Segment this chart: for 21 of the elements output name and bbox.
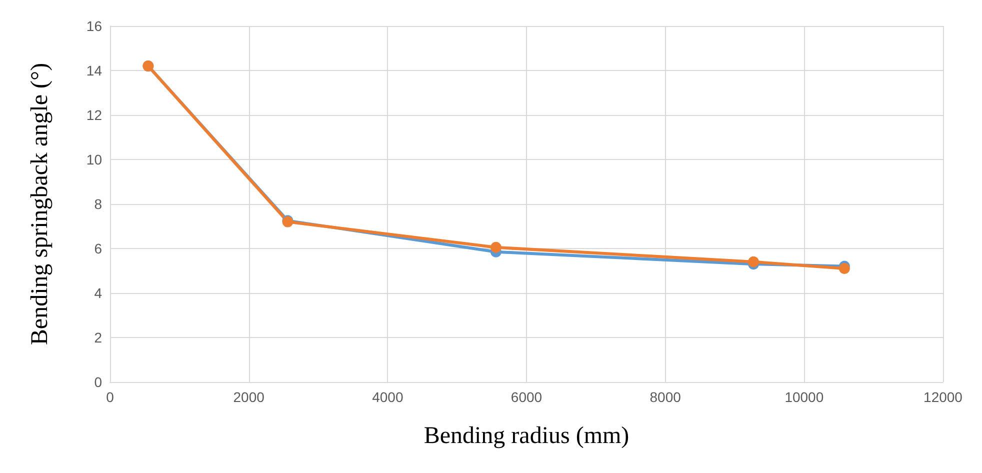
x-tick-label: 8000 [650,389,682,405]
x-tick-label: 0 [106,389,114,405]
y-axis-title: Bending springback angle (°) [27,62,53,346]
x-tick-label: 12000 [924,389,963,405]
y-tick-label: 2 [94,330,102,346]
y-tick-label: 16 [86,18,102,34]
y-tick-label: 14 [86,62,102,78]
y-tick-label: 0 [94,374,102,390]
y-tick-label: 12 [86,107,102,123]
x-tick-label: 10000 [784,389,824,405]
y-tick-label: 6 [94,240,102,256]
x-axis-title: Bending radius (mm) [424,423,630,449]
x-tick-label: 4000 [372,389,404,405]
point [838,263,850,274]
x-tick-label: 2000 [233,389,265,405]
y-tick-label: 10 [86,152,102,168]
point [490,242,502,253]
y-tick-label: 4 [94,285,102,301]
x-tick-label: 6000 [510,389,542,405]
point [748,256,759,268]
y-tick-label: 8 [94,196,102,212]
